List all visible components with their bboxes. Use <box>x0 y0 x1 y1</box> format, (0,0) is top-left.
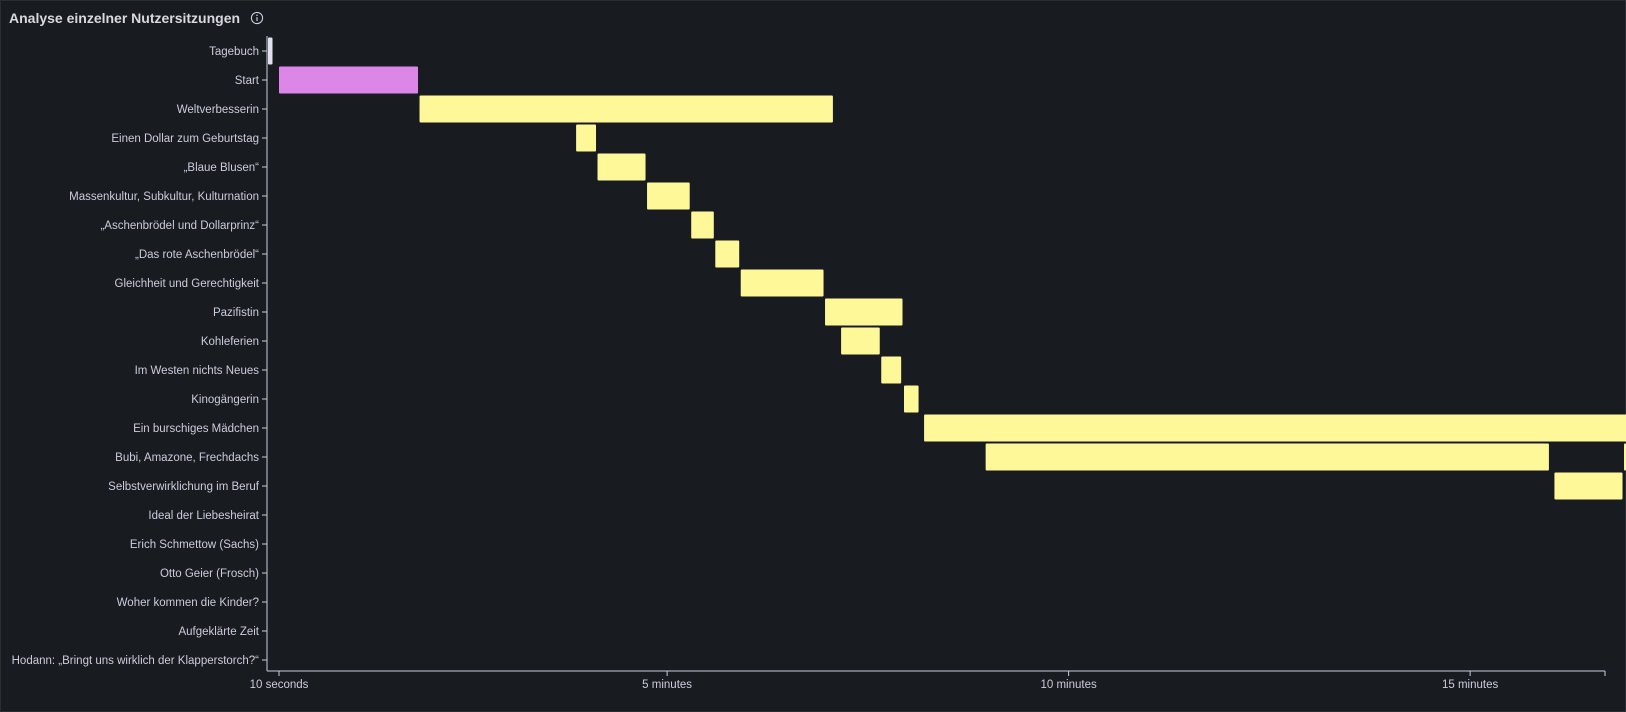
y-tick-label: „Aschenbrödel und Dollarprinz“ <box>100 220 259 232</box>
y-tick-label: Bubi, Amazone, Frechdachs <box>115 452 259 464</box>
y-tick-label: Start <box>235 75 260 87</box>
y-tick-label: Otto Geier (Frosch) <box>160 568 259 580</box>
y-tick-label: Massenkultur, Subkultur, Kulturnation <box>69 191 259 203</box>
y-tick-label: Erich Schmettow (Sachs) <box>130 539 259 551</box>
session-bar[interactable] <box>647 182 690 210</box>
session-bar[interactable] <box>268 37 273 65</box>
session-bar[interactable] <box>419 95 833 123</box>
panel-header: Analyse einzelner Nutzersitzungen <box>9 7 264 29</box>
y-tick-label: Woher kommen die Kinder? <box>117 597 259 609</box>
y-tick-label: Pazifistin <box>213 307 259 319</box>
x-tick-label: 5 minutes <box>642 679 692 691</box>
y-tick-label: Ideal der Liebesheirat <box>148 510 259 522</box>
session-bar[interactable] <box>881 356 902 384</box>
session-bar[interactable] <box>279 66 419 94</box>
y-tick-label: Weltverbesserin <box>177 104 259 116</box>
y-tick-label: „Blaue Blusen“ <box>184 162 260 174</box>
y-tick-label: Im Westen nichts Neues <box>135 365 260 377</box>
y-tick-label: Ein burschiges Mädchen <box>133 423 259 435</box>
session-bar[interactable] <box>715 240 740 268</box>
session-bar[interactable] <box>841 327 880 355</box>
y-tick-label: Kohleferien <box>201 336 259 348</box>
y-tick-label: Hodann: „Bringt uns wirklich der Klapper… <box>12 655 260 667</box>
info-circle-icon[interactable] <box>250 11 264 25</box>
x-tick-label: 15 minutes <box>1442 679 1499 691</box>
y-tick-label: Aufgeklärte Zeit <box>178 626 259 638</box>
session-bar[interactable] <box>740 269 824 297</box>
y-tick-label: Tagebuch <box>209 46 259 58</box>
y-tick-label: Gleichheit und Gerechtigkeit <box>115 278 260 290</box>
y-tick-label: Selbstverwirklichung im Beruf <box>108 481 260 493</box>
x-tick-label: 10 seconds <box>250 679 309 691</box>
session-bar[interactable] <box>691 211 714 239</box>
session-bar[interactable] <box>1554 472 1623 500</box>
y-tick-label: „Das rote Aschenbrödel“ <box>135 249 259 261</box>
session-bar[interactable] <box>904 385 919 413</box>
session-bar[interactable] <box>924 414 1626 442</box>
panel-title: Analyse einzelner Nutzersitzungen <box>9 10 241 26</box>
session-bar[interactable] <box>576 124 597 152</box>
session-bar[interactable] <box>985 443 1549 471</box>
y-tick-label: Einen Dollar zum Geburtstag <box>111 133 259 145</box>
y-tick-label: Kinogängerin <box>191 394 259 406</box>
session-bar[interactable] <box>597 153 646 181</box>
x-tick-label: 10 minutes <box>1040 679 1097 691</box>
session-bar[interactable] <box>825 298 903 326</box>
